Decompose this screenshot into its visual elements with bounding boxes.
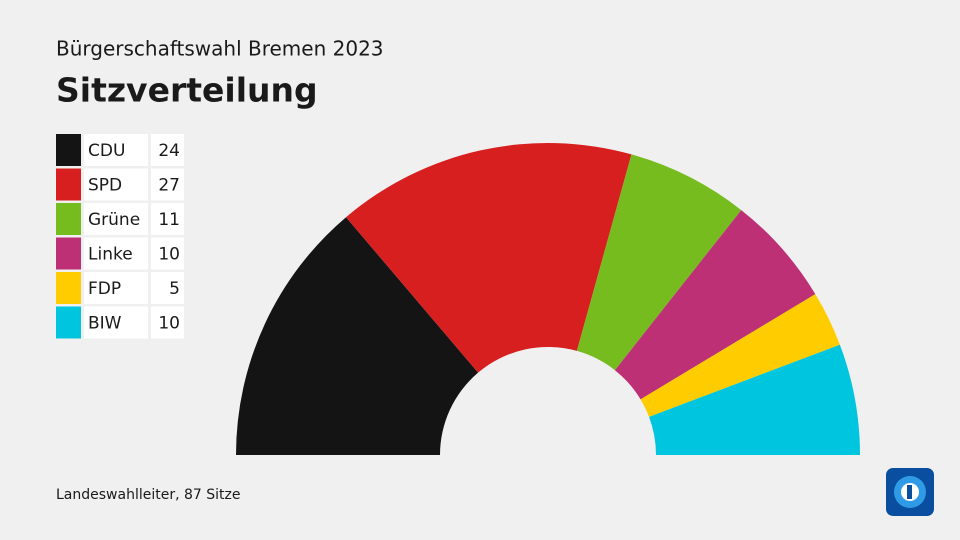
legend-value-box — [151, 168, 184, 201]
chart-title: Bürgerschaftswahl Bremen 2023 — [56, 37, 384, 61]
logo — [886, 468, 934, 516]
legend-value: 11 — [158, 210, 180, 230]
legend-value: 24 — [158, 141, 180, 161]
legend-label-box — [84, 272, 148, 304]
legend-value-box — [151, 134, 184, 166]
legend-label: Grüne — [88, 210, 140, 230]
legend-label: Linke — [88, 245, 133, 265]
legend-value-box — [151, 237, 184, 270]
seat-segment — [576, 154, 742, 371]
seat-segment — [236, 217, 479, 455]
legend-value-box — [151, 272, 184, 304]
legend-label-box — [84, 203, 148, 235]
seat-segment — [614, 210, 816, 400]
legend-value: 27 — [158, 176, 180, 196]
legend-label-box — [84, 306, 148, 339]
legend-label: FDP — [88, 279, 121, 299]
legend-value: 10 — [158, 245, 180, 265]
legend-value: 10 — [158, 314, 180, 334]
legend-label: CDU — [88, 141, 125, 161]
legend-swatch — [56, 237, 81, 270]
legend-label-box — [84, 168, 148, 201]
seat-segment — [346, 143, 632, 373]
legend-swatch — [56, 203, 81, 235]
legend-value: 5 — [169, 279, 180, 299]
legend-value-box — [151, 306, 184, 339]
legend-swatch — [56, 134, 81, 166]
legend-swatch — [56, 168, 81, 201]
legend-value-box — [151, 203, 184, 235]
chart-subtitle: Sitzverteilung — [56, 71, 318, 110]
legend-label: BIW — [88, 314, 122, 334]
legend-swatch — [56, 272, 81, 304]
source: Landeswahlleiter, 87 Sitze — [56, 487, 240, 503]
seat-segment — [649, 344, 861, 455]
legend-swatch — [56, 306, 81, 339]
legend-label-box — [84, 134, 148, 166]
legend-label-box — [84, 237, 148, 270]
legend-label: SPD — [88, 176, 122, 196]
seat-segment — [640, 294, 840, 417]
